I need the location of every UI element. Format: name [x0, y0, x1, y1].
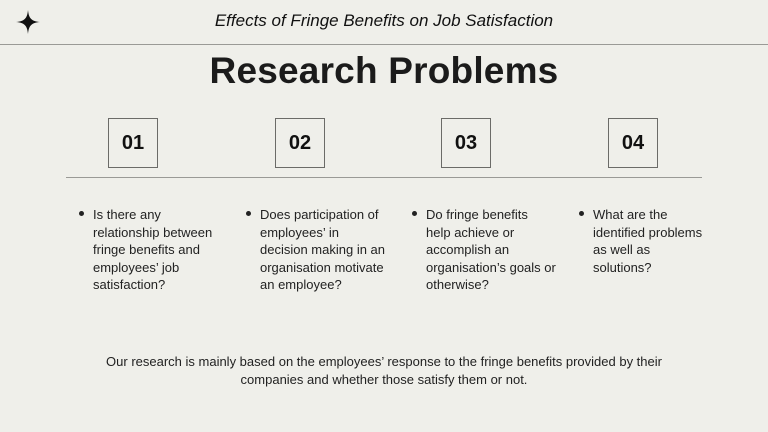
section-divider [66, 177, 702, 178]
problem-item: Do fringe benefits help achieve or accom… [412, 206, 556, 294]
header-title: Effects of Fringe Benefits on Job Satisf… [214, 11, 554, 30]
bullet-icon [246, 211, 251, 216]
problem-number-box: 04 [608, 118, 658, 168]
four-point-star-icon [16, 10, 40, 34]
header-divider [0, 44, 768, 45]
problem-text: Do fringe benefits help achieve or accom… [426, 207, 556, 292]
page-title: Research Problems [209, 50, 559, 91]
problem-text: Does participation of employees’ in deci… [260, 207, 386, 292]
problem-item: What are the identified problems as well… [579, 206, 708, 276]
problem-number-box: 01 [108, 118, 158, 168]
problem-item: Does participation of employees’ in deci… [246, 206, 390, 294]
bullet-icon [412, 211, 417, 216]
problem-text: What are the identified problems as well… [593, 207, 703, 275]
problem-number-box: 02 [275, 118, 325, 168]
summary-text: Our research is mainly based on the empl… [106, 354, 662, 387]
problem-text: Is there any relationship between fringe… [93, 207, 213, 292]
bullet-icon [79, 211, 84, 216]
problem-number-box: 03 [441, 118, 491, 168]
problem-item: Is there any relationship between fringe… [79, 206, 223, 294]
bullet-icon [579, 211, 584, 216]
